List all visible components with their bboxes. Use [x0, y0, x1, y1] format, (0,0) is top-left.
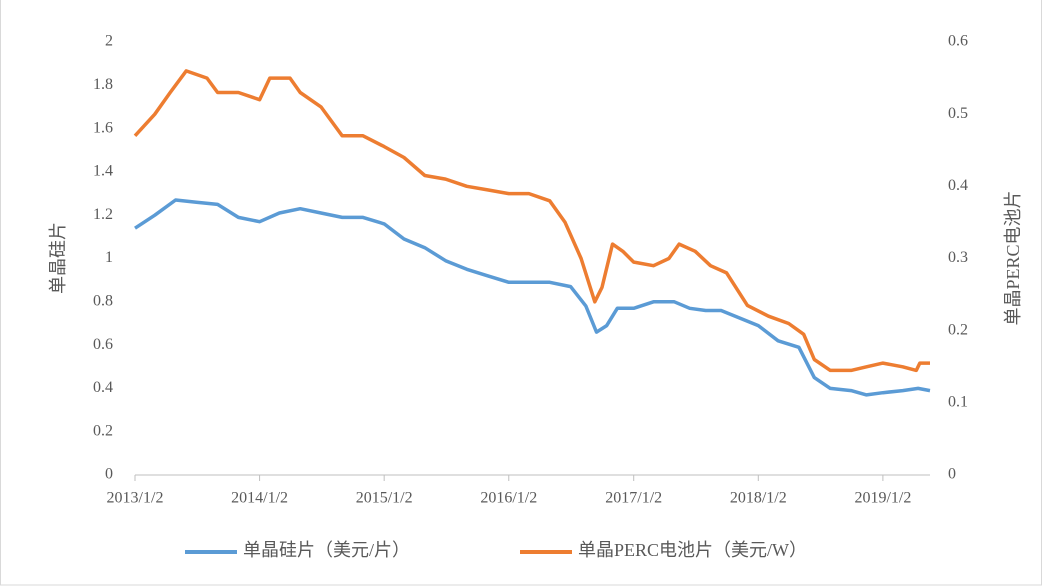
y-axis-label: 单晶硅片 [48, 222, 68, 294]
x-tick-label: 2014/1/2 [231, 490, 288, 507]
y2-tick-label: 0.6 [948, 33, 968, 50]
y-tick-label: 1.4 [93, 163, 113, 180]
x-tick-label: 2018/1/2 [730, 490, 787, 507]
y-tick-label: 1.6 [93, 119, 113, 136]
y2-tick-label: 0.4 [948, 177, 968, 194]
legend-label: 单晶PERC电池片（美元/W） [578, 540, 807, 560]
x-tick-label: 2017/1/2 [605, 490, 662, 507]
y2-axis-label: 单晶PERC电池片 [1003, 190, 1023, 325]
y-tick-label: 0.4 [93, 379, 113, 396]
series-line [133, 69, 930, 373]
y2-tick-label: 0.3 [948, 249, 968, 266]
y2-tick-label: 0.2 [948, 321, 968, 338]
series-line [134, 198, 931, 397]
y-tick-label: 1.8 [93, 76, 113, 93]
y-tick-label: 0 [105, 466, 113, 483]
x-tick-label: 2015/1/2 [356, 490, 413, 507]
y2-tick-label: 0.5 [948, 105, 968, 122]
y-tick-label: 0.6 [93, 336, 113, 353]
y-tick-label: 0.2 [93, 422, 113, 439]
y2-tick-label: 0.1 [948, 394, 968, 411]
y-tick-label: 2 [105, 33, 113, 50]
legend-label: 单晶硅片（美元/片） [243, 540, 410, 560]
x-tick-label: 2016/1/2 [480, 490, 537, 507]
x-tick-label: 2019/1/2 [854, 490, 911, 507]
y-tick-label: 1 [105, 249, 113, 266]
y-tick-label: 0.8 [93, 292, 113, 309]
y-tick-label: 1.2 [93, 206, 113, 223]
x-tick-label: 2013/1/2 [107, 490, 164, 507]
y2-tick-label: 0 [948, 466, 956, 483]
